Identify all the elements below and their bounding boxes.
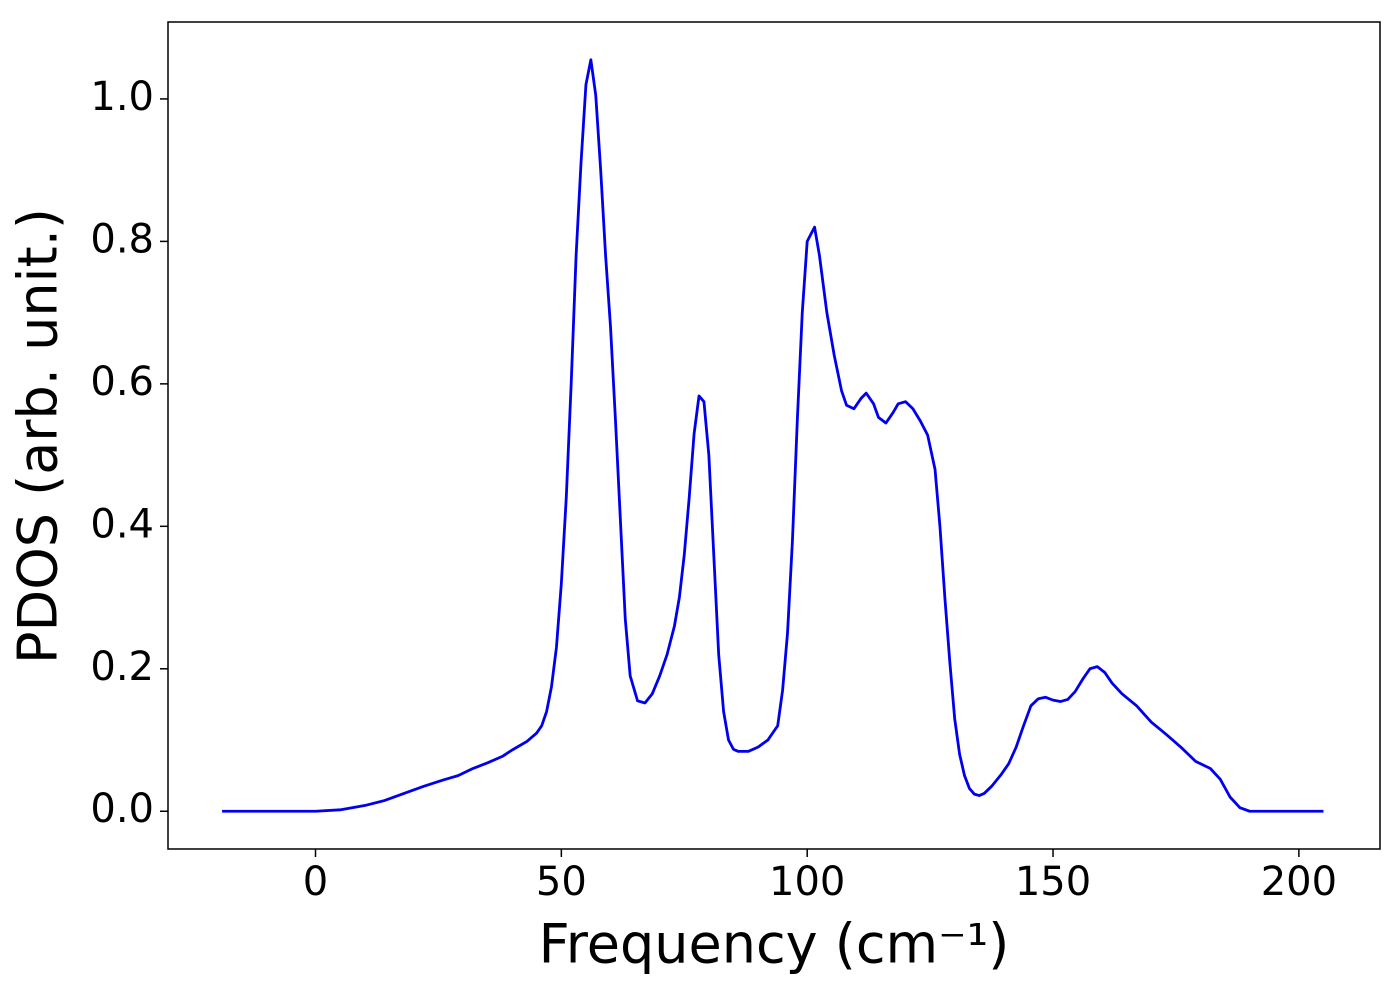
line	[222, 58, 1324, 813]
y-tick-label: 0.4	[90, 501, 154, 547]
x-tick-label: 100	[769, 859, 845, 905]
y-axis-label: PDOS (arb. unit.)	[7, 208, 70, 664]
x-tick-label: 0	[303, 859, 328, 905]
y-tick-label: 0.6	[90, 359, 154, 405]
x-tick-label: 50	[536, 859, 587, 905]
y-tick-label: 0.2	[90, 644, 154, 690]
plot-frame	[167, 21, 1381, 850]
y-tick-label: 0.0	[90, 786, 154, 832]
x-tick-label: 150	[1015, 859, 1091, 905]
x-axis-label: Frequency (cm⁻¹)	[539, 913, 1010, 976]
x-tick-label: 200	[1261, 859, 1337, 905]
y-tick-label: 1.0	[90, 74, 154, 120]
y-tick-label: 0.8	[90, 216, 154, 262]
